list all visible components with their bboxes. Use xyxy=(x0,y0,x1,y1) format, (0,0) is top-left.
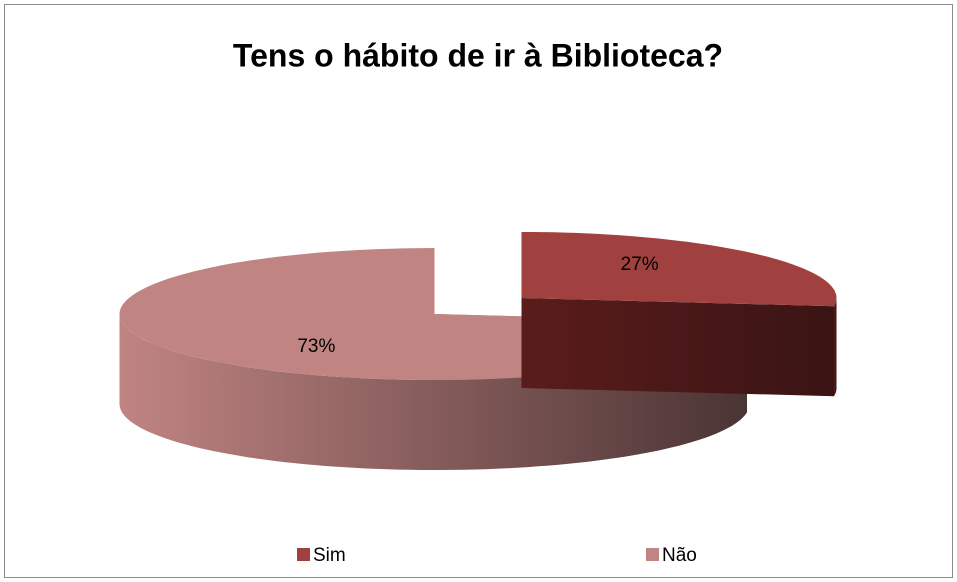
slice-side xyxy=(119,314,747,470)
legend-label: Sim xyxy=(313,545,346,566)
chart-title: Tens o hábito de ir à Biblioteca? xyxy=(233,37,723,73)
slice-cut-face xyxy=(521,298,834,397)
legend-label: Não xyxy=(662,545,697,566)
legend-swatch xyxy=(297,548,310,561)
data-label: 73% xyxy=(297,336,335,357)
legend-swatch xyxy=(646,548,659,561)
data-label: 27% xyxy=(621,254,659,275)
slice-side xyxy=(834,298,837,397)
slice xyxy=(521,232,837,307)
